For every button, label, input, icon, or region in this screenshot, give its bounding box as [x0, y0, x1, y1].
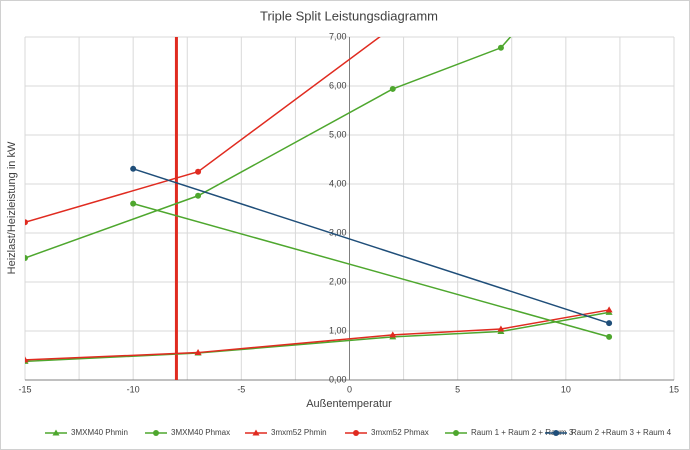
marker	[605, 306, 613, 313]
marker	[153, 430, 159, 436]
marker	[389, 85, 396, 92]
x-tick-label: -10	[127, 384, 140, 394]
x-tick-label: 5	[455, 384, 460, 394]
marker	[252, 429, 260, 436]
plot-area	[25, 37, 613, 380]
marker	[195, 192, 202, 199]
y-tick-label: 1,00	[329, 325, 347, 335]
chart-title: Triple Split Leistungsdiagramm	[260, 8, 438, 23]
series-line	[132, 168, 610, 324]
marker	[553, 430, 559, 436]
x-tick-label: -5	[237, 384, 245, 394]
legend-label: 3MXM40 Phmin	[71, 428, 128, 437]
marker	[606, 320, 613, 327]
marker	[194, 349, 202, 356]
x-tick-label: 0	[347, 384, 352, 394]
marker	[25, 254, 28, 261]
y-tick-label: 4,00	[329, 178, 347, 188]
legend-label: 3MXM40 Phmax	[171, 428, 230, 437]
series-line	[132, 202, 610, 338]
legend-label: Raum 2 +Raum 3 + Raum 4	[571, 428, 672, 437]
legend-label: 3mxm52 Phmax	[371, 428, 429, 437]
x-tick-label: 10	[561, 384, 571, 394]
x-tick-label: 15	[669, 384, 679, 394]
marker	[130, 200, 137, 207]
y-tick-label: 0,00	[329, 374, 347, 384]
y-tick-label: 5,00	[329, 129, 347, 139]
y-tick-label: 2,00	[329, 276, 347, 286]
legend-label: Raum 1 + Raum 2 + Raum 3	[471, 428, 574, 437]
marker	[25, 219, 28, 226]
y-tick-label: 3,00	[329, 227, 347, 237]
marker	[353, 430, 359, 436]
marker	[25, 356, 29, 363]
y-tick-label: 6,00	[329, 80, 347, 90]
marker	[130, 165, 137, 172]
marker	[195, 168, 202, 175]
legend-label: 3mxm52 Phmin	[271, 428, 327, 437]
marker	[389, 331, 397, 338]
marker	[497, 325, 505, 332]
marker	[497, 44, 504, 51]
x-axis-label: Außentemperatur	[306, 398, 392, 410]
y-axis-label: Heizlast/Heizleistung in kW	[6, 141, 18, 274]
y-tick-label: 7,00	[329, 31, 347, 41]
marker	[453, 430, 459, 436]
marker	[52, 429, 60, 436]
x-tick-label: -15	[18, 384, 31, 394]
marker	[606, 333, 613, 340]
